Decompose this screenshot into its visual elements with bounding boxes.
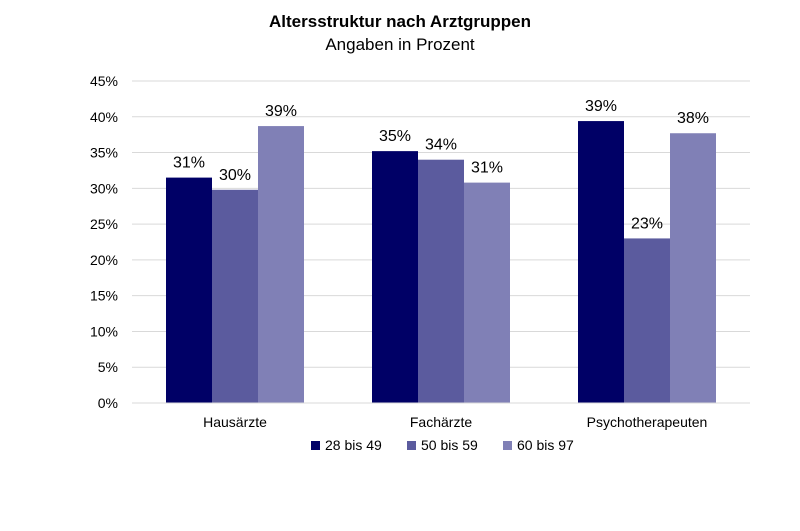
x-tick-label: Fachärzte <box>410 414 472 430</box>
legend-label: 50 bis 59 <box>421 437 478 453</box>
data-label: 23% <box>631 215 663 232</box>
data-label: 31% <box>471 160 503 177</box>
y-tick-label: 0% <box>98 395 118 411</box>
chart-title: Altersstruktur nach Arztgruppen <box>269 12 531 31</box>
legend-swatch <box>503 441 512 450</box>
y-tick-label: 40% <box>90 109 118 125</box>
bar <box>212 189 258 403</box>
x-tick-label: Hausärzte <box>203 414 267 430</box>
y-tick-label: 5% <box>98 359 118 375</box>
y-tick-label: 20% <box>90 252 118 268</box>
bar <box>464 182 510 403</box>
data-label: 39% <box>585 98 617 115</box>
y-tick-label: 25% <box>90 216 118 232</box>
data-label: 35% <box>379 128 411 145</box>
bar <box>418 159 464 403</box>
data-label: 34% <box>425 137 457 154</box>
legend-swatch <box>311 441 320 450</box>
x-tick-label: Psychotherapeuten <box>587 414 708 430</box>
legend-label: 28 bis 49 <box>325 437 382 453</box>
data-label: 38% <box>677 110 709 127</box>
data-label: 31% <box>173 155 205 172</box>
chart-subtitle: Angaben in Prozent <box>325 35 475 54</box>
y-tick-label: 15% <box>90 288 118 304</box>
bar <box>624 238 670 403</box>
legend-label: 60 bis 97 <box>517 437 574 453</box>
y-tick-label: 10% <box>90 323 118 339</box>
y-tick-label: 35% <box>90 145 118 161</box>
bar <box>372 151 418 403</box>
data-label: 30% <box>219 167 251 184</box>
bar <box>578 121 624 404</box>
y-tick-label: 30% <box>90 180 118 196</box>
bar <box>258 126 304 403</box>
bar <box>670 133 716 404</box>
legend-swatch <box>407 441 416 450</box>
data-label: 39% <box>265 103 297 120</box>
y-tick-label: 45% <box>90 73 118 89</box>
bar <box>166 177 212 403</box>
